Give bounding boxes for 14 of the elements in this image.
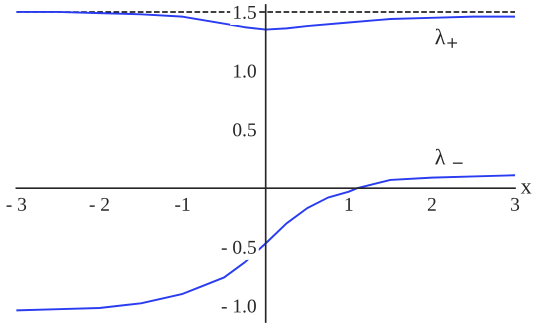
series-label: λ$_{+}$ [435,28,458,48]
x-tick-label: - 3 [6,198,26,211]
y-tick-label: 0.5 [233,123,256,136]
x-tick-label: -1 [175,198,190,211]
y-tick-label: 1.5 [234,6,256,19]
y-tick-label: - 0.5 [222,240,256,254]
series-label: λ $_{−}$ [435,148,463,164]
x-axis-title: x [520,183,532,194]
x-tick-label: - 2 [90,198,109,211]
x-tick-label: 2 [428,198,436,211]
y-tick-label: - 1.0 [222,299,256,313]
x-tick-label: 1 [346,198,352,211]
x-tick-label: 3 [511,198,520,211]
y-tick-label: 1.0 [234,64,256,78]
